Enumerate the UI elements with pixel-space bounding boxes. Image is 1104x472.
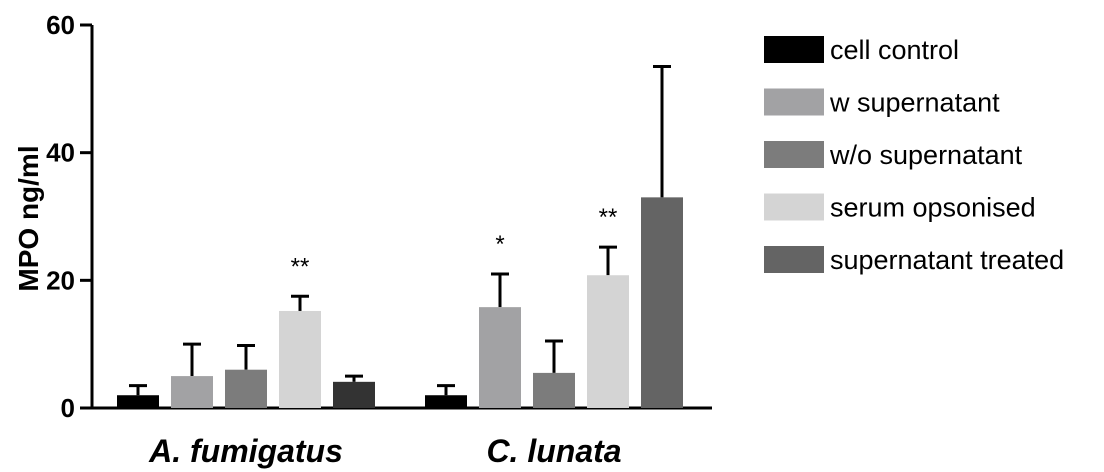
y-tick-label-40: 40 [46, 138, 75, 168]
bar-0-1 [171, 376, 213, 408]
bar-0-2 [225, 369, 267, 408]
bar-1-1 [479, 307, 521, 408]
significance-annotation-1: * [495, 231, 504, 258]
category-label-1: C. lunata [486, 433, 621, 469]
legend: cell control w supernatant w/o supernatant… [764, 35, 1064, 275]
bar-1-4 [641, 197, 683, 408]
significance-annotation-2: ** [599, 204, 618, 231]
bar-0-0 [117, 395, 159, 408]
category-label-0: A. fumigatus [148, 433, 343, 469]
legend-swatch-0 [764, 36, 824, 63]
legend-label-1: w supernatant [829, 88, 1000, 118]
legend-swatch-1 [764, 88, 824, 116]
legend-swatch-4 [764, 246, 824, 273]
bar-0-3 [279, 310, 321, 408]
legend-label-0: cell control [830, 35, 959, 65]
legend-swatch-3 [764, 193, 824, 221]
legend-swatch-2 [764, 141, 824, 168]
significance-annotation-0: ** [291, 253, 310, 280]
bar-1-0 [425, 395, 467, 408]
y-tick-label-20: 20 [46, 265, 75, 295]
legend-label-3: serum opsonised [830, 193, 1036, 223]
bar-1-2 [533, 372, 575, 408]
bar-1-3 [587, 275, 629, 408]
legend-label-2: w/o supernatant [829, 140, 1023, 170]
y-axis-label: MPO ng/ml [13, 145, 44, 291]
y-tick-label-0: 0 [61, 393, 75, 423]
legend-label-4: supernatant treated [830, 245, 1064, 275]
y-tick-label-60: 60 [46, 10, 75, 40]
bar-0-4 [333, 381, 375, 408]
